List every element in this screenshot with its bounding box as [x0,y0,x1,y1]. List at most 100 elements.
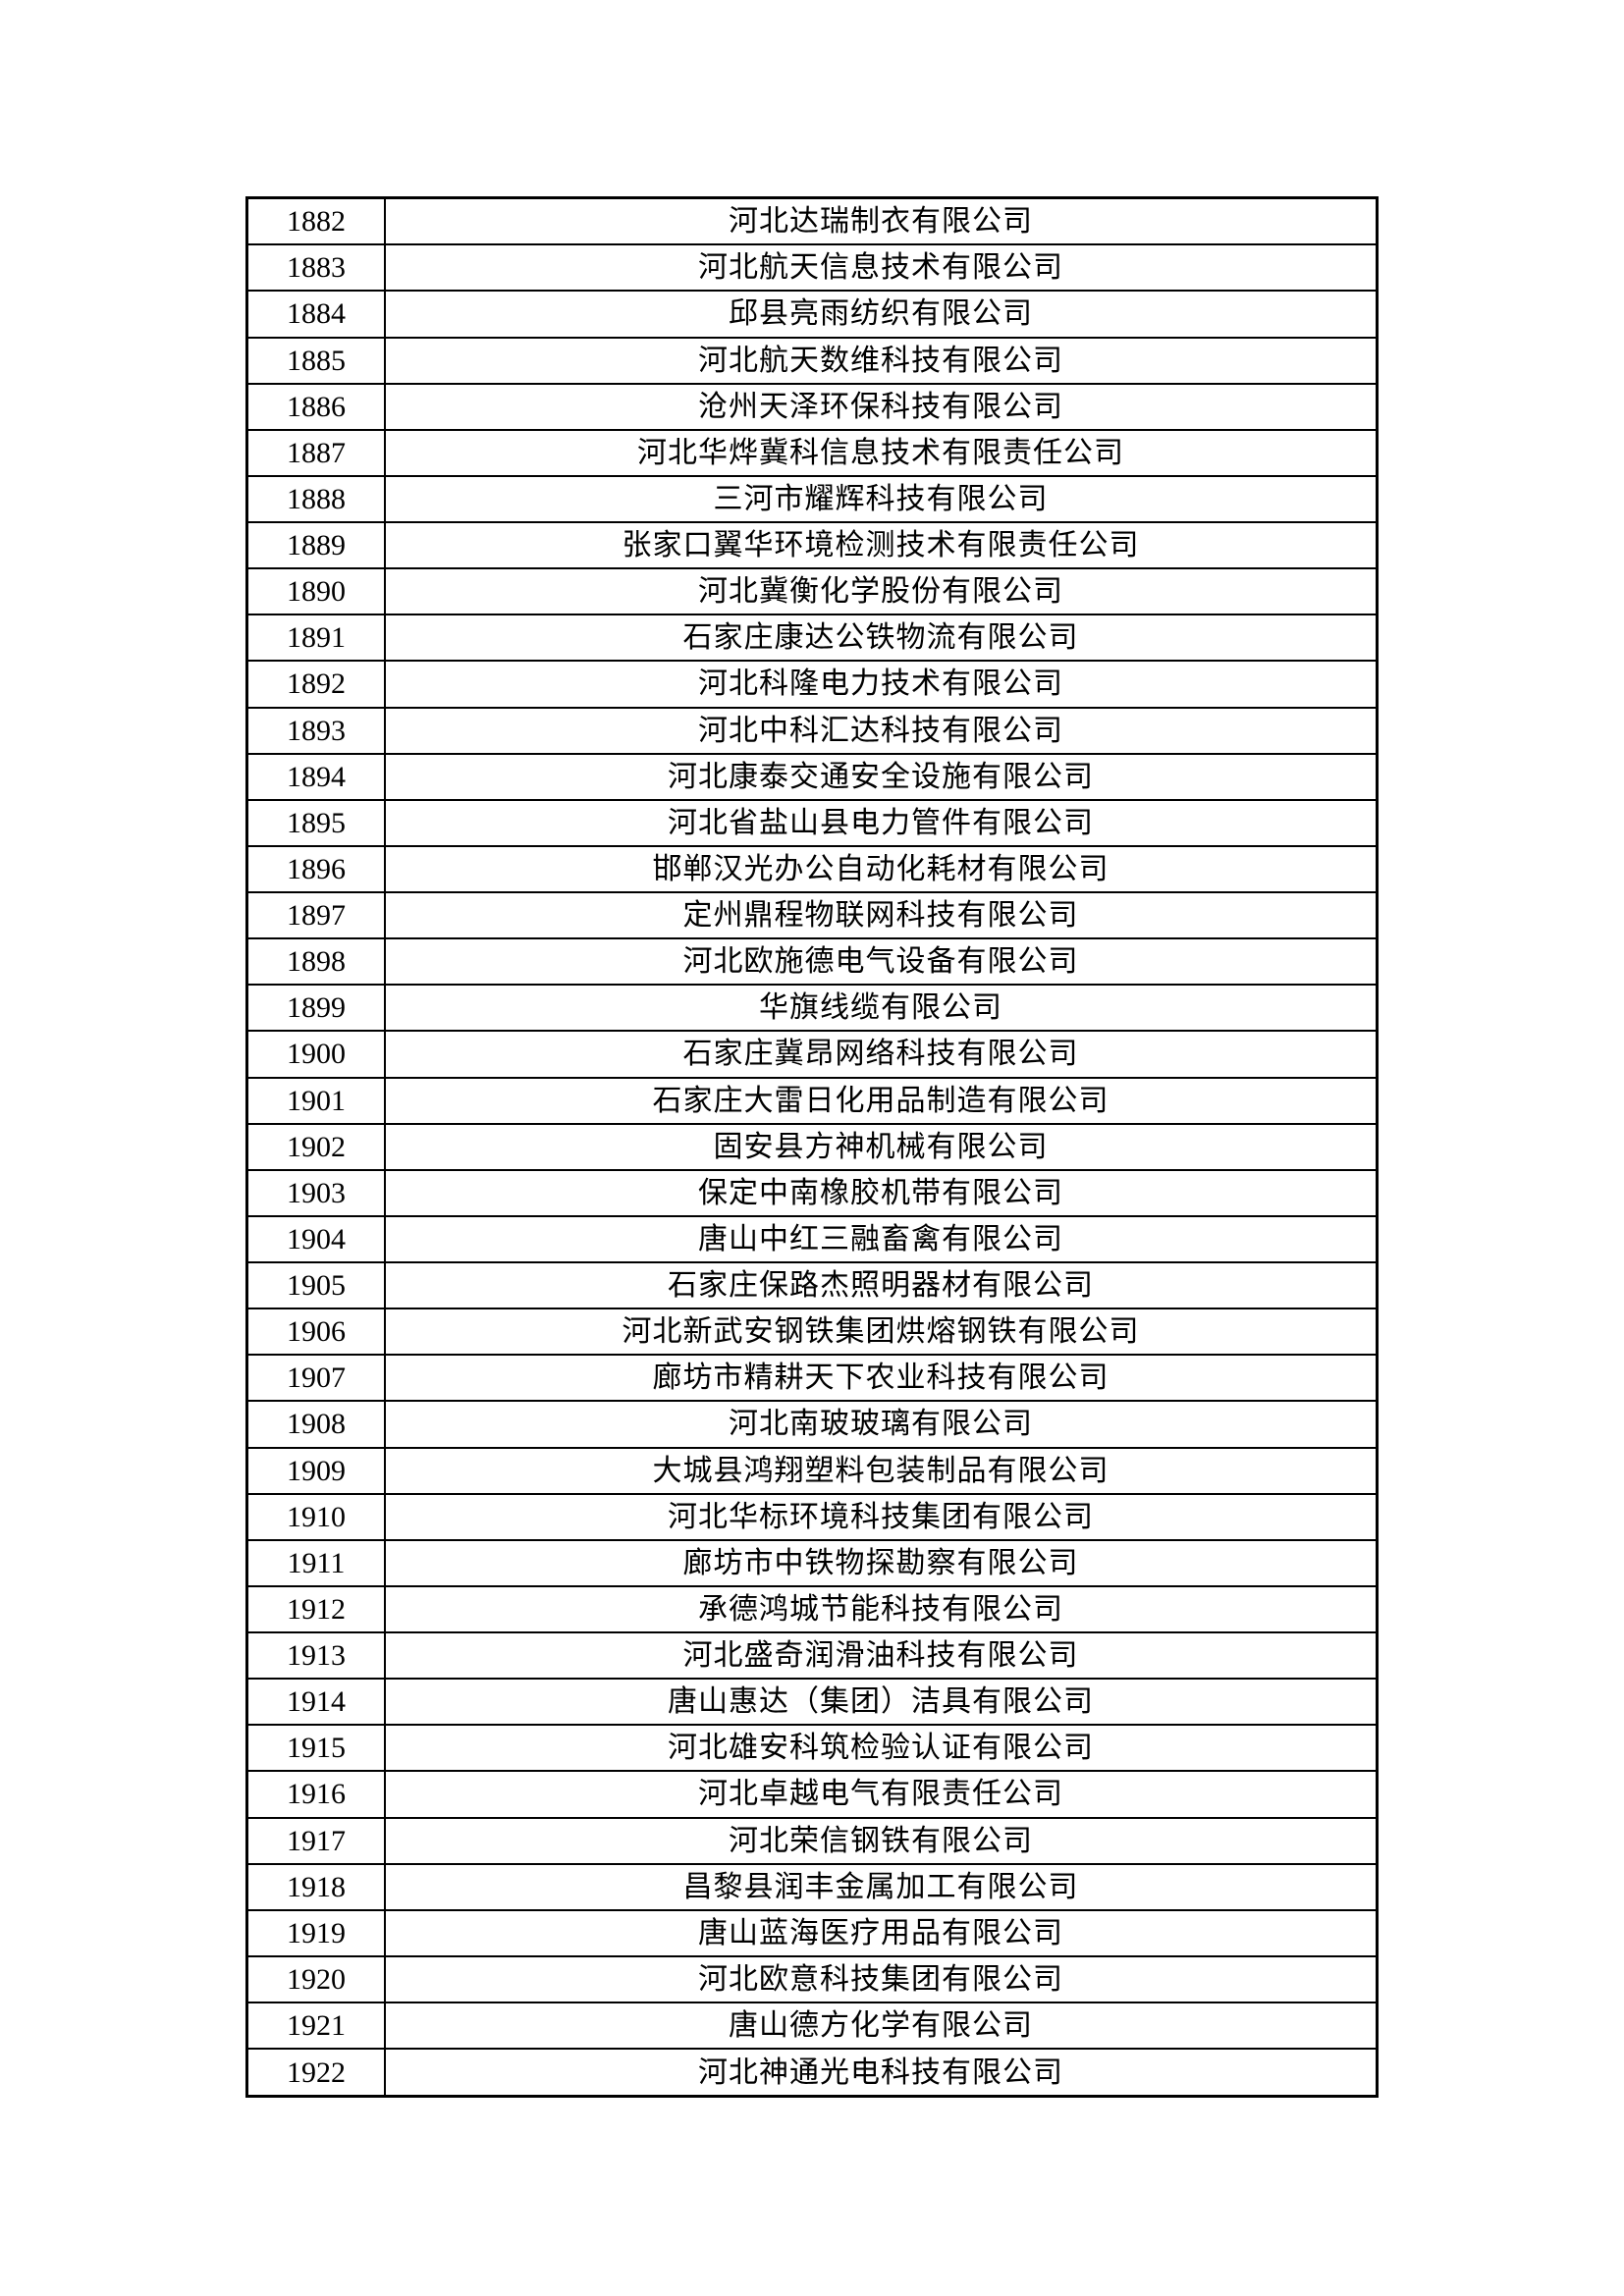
company-name-cell: 河北新武安钢铁集团烘熔钢铁有限公司 [384,1308,1379,1357]
table-row: 1902 固安县方神机械有限公司 [245,1122,1379,1171]
row-number-cell: 1920 [245,1954,386,2004]
row-number-cell: 1887 [245,428,386,477]
company-name-cell: 石家庄康达公铁物流有限公司 [384,614,1379,663]
table-row: 1884 邱县亮雨纺织有限公司 [245,290,1379,339]
company-name-cell: 河北卓越电气有限责任公司 [384,1770,1379,1819]
table-row: 1893 河北中科汇达科技有限公司 [245,706,1379,755]
company-name-cell: 河北南玻玻璃有限公司 [384,1400,1379,1449]
company-name-cell: 河北欧意科技集团有限公司 [384,1954,1379,2004]
company-name-cell: 定州鼎程物联网科技有限公司 [384,891,1379,940]
row-number-cell: 1884 [245,290,386,339]
row-number-cell: 1911 [245,1538,386,1587]
table-row: 1913 河北盛奇润滑油科技有限公司 [245,1631,1379,1681]
company-name-cell: 河北华烨冀科信息技术有限责任公司 [384,428,1379,477]
company-name-cell: 唐山蓝海医疗用品有限公司 [384,1908,1379,1957]
row-number-cell: 1915 [245,1724,386,1773]
company-name-cell: 河北神通光电科技有限公司 [384,2048,1379,2098]
row-number-cell: 1893 [245,706,386,755]
row-number-cell: 1922 [245,2048,386,2098]
company-name-cell: 三河市耀辉科技有限公司 [384,474,1379,524]
company-name-cell: 河北中科汇达科技有限公司 [384,706,1379,755]
row-number-cell: 1894 [245,752,386,801]
company-name-cell: 河北达瑞制衣有限公司 [384,196,1379,246]
row-number-cell: 1904 [245,1214,386,1264]
table-row: 1918 昌黎县润丰金属加工有限公司 [245,1862,1379,1911]
table-row: 1882 河北达瑞制衣有限公司 [245,196,1379,246]
table-row: 1900 石家庄冀昂网络科技有限公司 [245,1030,1379,1079]
row-number-cell: 1888 [245,474,386,524]
company-name-cell: 石家庄保路杰照明器材有限公司 [384,1261,1379,1310]
company-name-cell: 河北科隆电力技术有限公司 [384,660,1379,709]
company-name-cell: 沧州天泽环保科技有限公司 [384,382,1379,431]
company-name-cell: 河北省盐山县电力管件有限公司 [384,798,1379,847]
row-number-cell: 1883 [245,243,386,293]
row-number-cell: 1900 [245,1030,386,1079]
company-name-cell: 唐山惠达（集团）洁具有限公司 [384,1678,1379,1727]
company-name-cell: 承德鸿城节能科技有限公司 [384,1584,1379,1634]
table-row: 1921 唐山德方化学有限公司 [245,2002,1379,2051]
row-number-cell: 1916 [245,1770,386,1819]
row-number-cell: 1898 [245,937,386,987]
company-name-cell: 唐山中红三融畜禽有限公司 [384,1214,1379,1264]
company-name-cell: 石家庄冀昂网络科技有限公司 [384,1030,1379,1079]
company-name-cell: 河北康泰交通安全设施有限公司 [384,752,1379,801]
company-name-cell: 邱县亮雨纺织有限公司 [384,290,1379,339]
table-row: 1883 河北航天信息技术有限公司 [245,243,1379,293]
company-name-cell: 大城县鸿翔塑料包装制品有限公司 [384,1446,1379,1495]
table-row: 1895 河北省盐山县电力管件有限公司 [245,798,1379,847]
table-row: 1901 石家庄大雷日化用品制造有限公司 [245,1076,1379,1125]
company-name-cell: 保定中南橡胶机带有限公司 [384,1168,1379,1217]
row-number-cell: 1885 [245,336,386,385]
row-number-cell: 1899 [245,984,386,1033]
table-row: 1889 张家口翼华环境检测技术有限责任公司 [245,521,1379,570]
table-row: 1892 河北科隆电力技术有限公司 [245,660,1379,709]
table-row: 1899 华旗线缆有限公司 [245,984,1379,1033]
company-name-cell: 唐山德方化学有限公司 [384,2002,1379,2051]
table-row: 1887 河北华烨冀科信息技术有限责任公司 [245,428,1379,477]
table-row: 1890 河北冀衡化学股份有限公司 [245,567,1379,616]
company-name-cell: 河北航天数维科技有限公司 [384,336,1379,385]
table-row: 1915 河北雄安科筑检验认证有限公司 [245,1724,1379,1773]
company-name-cell: 河北华标环境科技集团有限公司 [384,1492,1379,1541]
row-number-cell: 1902 [245,1122,386,1171]
table-row: 1903 保定中南橡胶机带有限公司 [245,1168,1379,1217]
row-number-cell: 1903 [245,1168,386,1217]
table-row: 1917 河北荣信钢铁有限公司 [245,1816,1379,1865]
company-name-cell: 邯郸汉光办公自动化耗材有限公司 [384,844,1379,894]
table-row: 1896 邯郸汉光办公自动化耗材有限公司 [245,844,1379,894]
company-name-cell: 石家庄大雷日化用品制造有限公司 [384,1076,1379,1125]
company-name-cell: 河北航天信息技术有限公司 [384,243,1379,293]
row-number-cell: 1907 [245,1354,386,1403]
row-number-cell: 1897 [245,891,386,940]
row-number-cell: 1910 [245,1492,386,1541]
row-number-cell: 1914 [245,1678,386,1727]
table-row: 1909 大城县鸿翔塑料包装制品有限公司 [245,1446,1379,1495]
table-row: 1920 河北欧意科技集团有限公司 [245,1954,1379,2004]
table-row: 1910 河北华标环境科技集团有限公司 [245,1492,1379,1541]
row-number-cell: 1906 [245,1308,386,1357]
table-row: 1922 河北神通光电科技有限公司 [245,2048,1379,2098]
company-name-cell: 河北盛奇润滑油科技有限公司 [384,1631,1379,1681]
company-name-cell: 张家口翼华环境检测技术有限责任公司 [384,521,1379,570]
company-name-cell: 固安县方神机械有限公司 [384,1122,1379,1171]
table-row: 1919 唐山蓝海医疗用品有限公司 [245,1908,1379,1957]
company-name-cell: 河北冀衡化学股份有限公司 [384,567,1379,616]
row-number-cell: 1909 [245,1446,386,1495]
table-row: 1907 廊坊市精耕天下农业科技有限公司 [245,1354,1379,1403]
table-row: 1904 唐山中红三融畜禽有限公司 [245,1214,1379,1264]
row-number-cell: 1919 [245,1908,386,1957]
row-number-cell: 1896 [245,844,386,894]
row-number-cell: 1891 [245,614,386,663]
company-name-cell: 廊坊市精耕天下农业科技有限公司 [384,1354,1379,1403]
table-row: 1906 河北新武安钢铁集团烘熔钢铁有限公司 [245,1308,1379,1357]
row-number-cell: 1901 [245,1076,386,1125]
table-row: 1894 河北康泰交通安全设施有限公司 [245,752,1379,801]
table-row: 1905 石家庄保路杰照明器材有限公司 [245,1261,1379,1310]
row-number-cell: 1882 [245,196,386,246]
table-row: 1888 三河市耀辉科技有限公司 [245,474,1379,524]
company-name-cell: 廊坊市中铁物探勘察有限公司 [384,1538,1379,1587]
row-number-cell: 1908 [245,1400,386,1449]
row-number-cell: 1921 [245,2002,386,2051]
row-number-cell: 1892 [245,660,386,709]
